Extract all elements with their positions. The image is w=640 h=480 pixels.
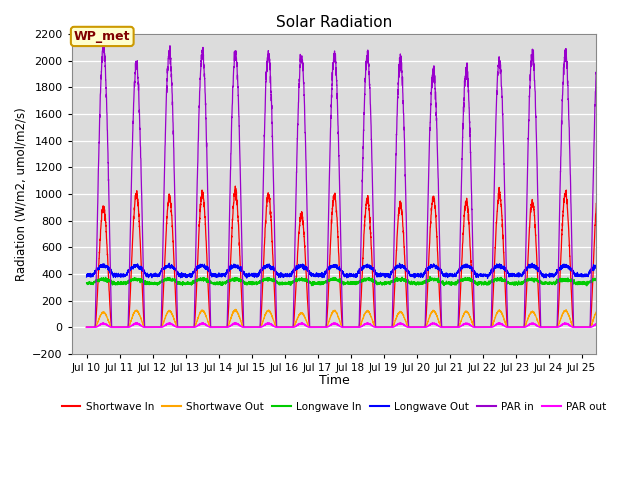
Shortwave Out xyxy=(83,324,90,330)
Line: Shortwave Out: Shortwave Out xyxy=(86,309,614,327)
Longwave Out xyxy=(398,263,406,268)
Longwave Out xyxy=(83,274,90,280)
Line: PAR out: PAR out xyxy=(86,323,614,327)
PAR in xyxy=(535,235,543,240)
PAR out xyxy=(611,324,618,330)
Shortwave In xyxy=(611,324,618,330)
Shortwave Out xyxy=(535,321,543,327)
PAR in xyxy=(611,324,618,330)
Shortwave In xyxy=(192,297,200,302)
Line: Longwave In: Longwave In xyxy=(86,276,614,286)
Shortwave In xyxy=(232,183,239,189)
Shortwave Out xyxy=(192,321,200,326)
Longwave In xyxy=(522,276,529,282)
Longwave In xyxy=(370,278,378,284)
PAR out xyxy=(521,324,529,330)
Longwave Out xyxy=(535,266,543,272)
Longwave In xyxy=(535,278,543,284)
PAR in xyxy=(595,37,602,43)
Shortwave Out xyxy=(522,323,529,328)
Shortwave In xyxy=(399,211,406,216)
PAR out xyxy=(495,321,503,326)
Line: Shortwave In: Shortwave In xyxy=(86,186,614,327)
Longwave Out xyxy=(495,261,503,267)
Shortwave Out xyxy=(495,309,503,314)
Shortwave In xyxy=(522,314,529,320)
Longwave Out xyxy=(192,267,200,273)
Longwave Out xyxy=(529,260,536,266)
Line: PAR in: PAR in xyxy=(86,40,614,327)
PAR in xyxy=(83,324,90,330)
Shortwave Out xyxy=(370,322,378,327)
PAR out xyxy=(83,324,90,330)
Longwave In xyxy=(583,283,591,289)
PAR out xyxy=(192,324,200,330)
Longwave Out xyxy=(370,269,378,275)
Shortwave In xyxy=(370,302,378,308)
Longwave In xyxy=(398,277,406,283)
Longwave Out xyxy=(611,273,618,278)
PAR in xyxy=(398,78,406,84)
Shortwave Out xyxy=(611,324,618,330)
Shortwave Out xyxy=(399,311,406,316)
Y-axis label: Radiation (W/m2, umol/m2/s): Radiation (W/m2, umol/m2/s) xyxy=(15,107,28,281)
Longwave Out xyxy=(522,268,529,274)
PAR out xyxy=(595,320,602,326)
Shortwave In xyxy=(83,324,90,330)
Shortwave In xyxy=(495,196,503,202)
PAR in xyxy=(521,285,529,291)
PAR out xyxy=(370,324,378,330)
Legend: Shortwave In, Shortwave Out, Longwave In, Longwave Out, PAR in, PAR out: Shortwave In, Shortwave Out, Longwave In… xyxy=(58,397,611,416)
X-axis label: Time: Time xyxy=(319,374,349,387)
PAR in xyxy=(495,54,503,60)
Longwave In xyxy=(426,274,434,279)
PAR in xyxy=(370,243,378,249)
Longwave In xyxy=(611,279,618,285)
Shortwave Out xyxy=(232,306,239,312)
PAR in xyxy=(192,240,200,245)
Longwave In xyxy=(192,277,200,283)
Title: Solar Radiation: Solar Radiation xyxy=(276,15,392,30)
Line: Longwave Out: Longwave Out xyxy=(86,263,614,278)
Longwave In xyxy=(83,280,90,286)
PAR out xyxy=(535,324,543,329)
Text: WP_met: WP_met xyxy=(74,30,131,43)
Longwave Out xyxy=(484,276,492,281)
PAR out xyxy=(398,321,406,327)
Longwave In xyxy=(495,276,503,282)
Shortwave In xyxy=(535,299,543,305)
